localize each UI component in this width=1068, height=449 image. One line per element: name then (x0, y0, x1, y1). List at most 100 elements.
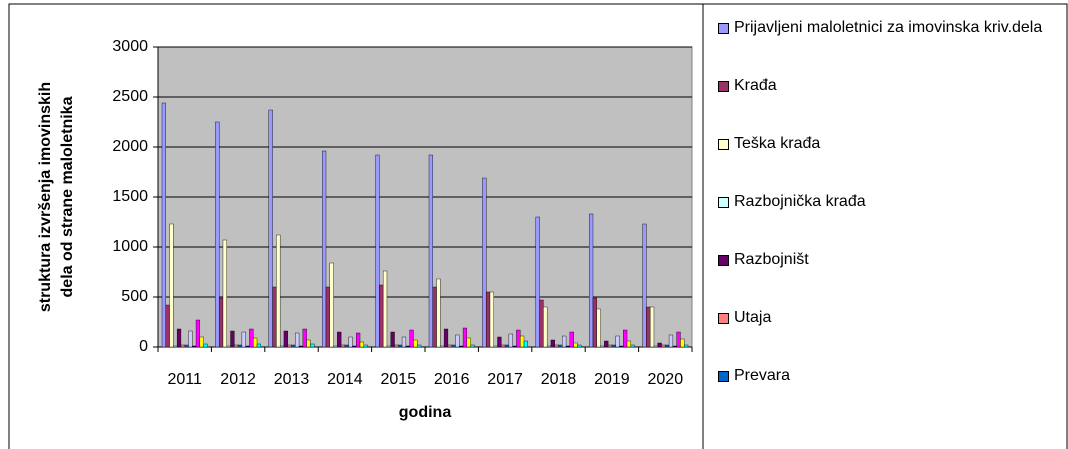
bar (501, 344, 506, 348)
x-tick-label: 2011 (167, 371, 202, 388)
bar (520, 335, 525, 348)
y-tick-label: 3000 (112, 38, 148, 55)
bar (409, 329, 414, 348)
x-tick-label: 2018 (541, 371, 577, 388)
legend-swatch (718, 197, 729, 208)
legend-label: Teška krađa (734, 135, 821, 152)
y-tick-label: 0 (139, 338, 148, 355)
bar (619, 345, 624, 348)
bar (359, 341, 365, 348)
bar (684, 344, 689, 348)
bar (646, 306, 651, 348)
bar (657, 342, 662, 348)
bar (672, 345, 677, 348)
bar (199, 336, 204, 348)
legend-label: Prevara (734, 367, 791, 384)
bar (287, 344, 292, 348)
bar (626, 340, 632, 348)
legend: Prijavljeni maloletnici za imovinska kri… (716, 18, 1061, 424)
bar (165, 304, 170, 348)
bar (516, 329, 521, 348)
bar (375, 154, 380, 348)
bar (337, 331, 342, 348)
bar (558, 344, 563, 348)
legend-swatch (718, 23, 729, 34)
bar (432, 286, 437, 348)
y-axis-label: dela od strane maloletnika (59, 96, 76, 297)
bar (249, 328, 254, 348)
bar (237, 344, 243, 348)
chart-frame (8, 3, 1068, 449)
bar (428, 154, 433, 348)
bar (253, 337, 258, 348)
bar (363, 344, 368, 348)
legend-item: Razbojništ (716, 250, 1061, 308)
bar (302, 328, 307, 348)
bar (470, 344, 475, 348)
bar (333, 345, 338, 348)
bar (188, 330, 193, 348)
bar (268, 109, 273, 348)
bar (161, 102, 166, 348)
bar (234, 344, 239, 348)
bar (230, 330, 235, 348)
y-tick-label: 2000 (112, 138, 148, 155)
bar (279, 345, 285, 348)
bar (611, 344, 616, 348)
bar (272, 286, 277, 348)
bar (390, 331, 395, 348)
bar (607, 344, 613, 348)
bar (440, 345, 445, 348)
bar (322, 150, 327, 348)
bar (535, 216, 540, 348)
bar (386, 345, 391, 348)
bar (489, 291, 494, 348)
bar (459, 345, 464, 348)
bar (523, 340, 528, 348)
legend-swatch (718, 81, 729, 92)
bar (226, 345, 231, 348)
bar (215, 121, 220, 348)
x-tick-label: 2020 (648, 371, 684, 388)
bar (661, 344, 666, 348)
bar (600, 345, 605, 348)
bar (195, 319, 201, 348)
bar (665, 344, 670, 348)
x-tick-label: 2013 (274, 371, 310, 388)
bar (550, 339, 555, 348)
bar (283, 330, 288, 348)
bar (276, 234, 281, 348)
bar (451, 344, 456, 348)
bar (569, 331, 574, 348)
bar (623, 329, 628, 348)
bar (504, 344, 510, 348)
bar (592, 297, 597, 348)
x-tick-label: 2015 (381, 371, 417, 388)
bar (604, 340, 609, 348)
bar (539, 299, 544, 348)
bar (680, 338, 685, 348)
y-axis-label: struktura izvršenja imovinskih (37, 82, 54, 312)
bar (417, 344, 422, 348)
bar (443, 328, 449, 348)
bar (577, 344, 582, 348)
bar (596, 308, 601, 348)
legend-swatch (718, 255, 729, 266)
bar (344, 344, 349, 348)
bar (398, 344, 403, 348)
bar (245, 345, 250, 348)
bar (401, 336, 407, 348)
bar (562, 335, 567, 348)
x-tick-label: 2014 (327, 371, 363, 388)
legend-label: Razbojništ (734, 251, 809, 268)
legend-item: Utaja (716, 308, 1061, 366)
bar (497, 336, 502, 348)
bar (653, 345, 658, 348)
y-tick-label: 2500 (112, 88, 148, 105)
bar (203, 343, 208, 348)
y-tick-label: 1500 (112, 188, 148, 205)
bar (649, 306, 655, 348)
bar (180, 344, 185, 348)
bar (173, 345, 178, 348)
